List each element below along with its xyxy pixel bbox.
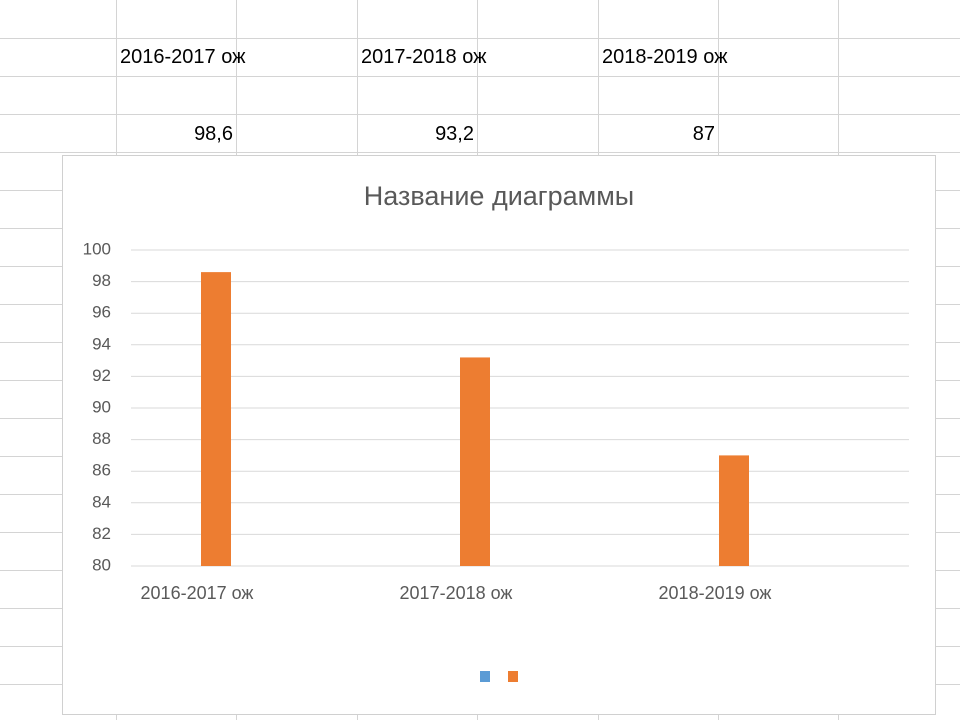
legend-marker (508, 671, 518, 682)
y-tick-label: 98 (92, 271, 111, 290)
y-tick-label: 80 (92, 555, 111, 574)
chart-title: Название диаграммы (364, 181, 634, 211)
bar (201, 272, 231, 566)
value-cell[interactable]: 98,6 (194, 123, 233, 145)
chart-area[interactable]: Название диаграммы 80 82 84 86 88 90 92 94 96 98 1… (62, 155, 936, 715)
y-tick-label: 88 (92, 429, 111, 448)
y-tick-label: 84 (92, 492, 111, 511)
header-cell[interactable]: 2016-2017 ож (120, 46, 246, 68)
y-tick-label: 82 (92, 524, 111, 543)
legend-marker (480, 671, 490, 682)
header-cell[interactable]: 2018-2019 ож (602, 46, 728, 68)
bar (460, 357, 490, 566)
bar (719, 455, 749, 566)
header-cell[interactable]: 2017-2018 ож (361, 46, 487, 68)
y-tick-label: 100 (83, 239, 111, 258)
x-tick-label: 2017-2018 ож (399, 583, 513, 603)
y-tick-label: 92 (92, 366, 111, 385)
y-tick-label: 86 (92, 461, 111, 480)
y-tick-label: 90 (92, 397, 111, 416)
value-cell[interactable]: 87 (692, 123, 715, 145)
y-tick-label: 96 (92, 303, 111, 322)
y-tick-label: 94 (92, 334, 111, 353)
value-cell[interactable]: 93,2 (435, 123, 474, 145)
x-tick-label: 2016-2017 ож (140, 583, 254, 603)
x-tick-label: 2018-2019 ож (658, 583, 772, 603)
chart: Название диаграммы 80 82 84 86 88 90 92 94 96 98 1… (83, 181, 909, 682)
